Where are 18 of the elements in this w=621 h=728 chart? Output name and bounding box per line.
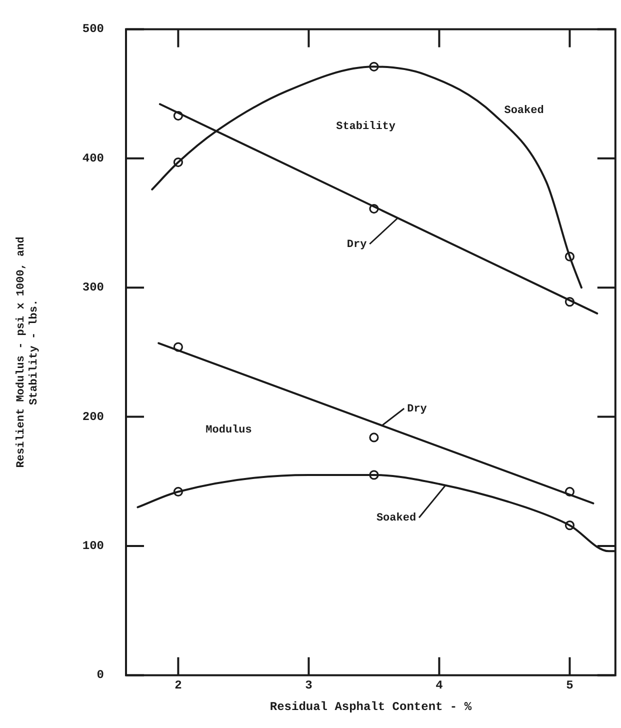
x-tick-label: 3 bbox=[305, 678, 312, 692]
text: Dry bbox=[346, 238, 368, 251]
x-tick-label: 4 bbox=[436, 678, 443, 692]
y-axis-title: Resilient Modulus - psi x 1000, and Stability - lbs. bbox=[15, 236, 41, 468]
y-tick-label: 100 bbox=[82, 539, 104, 554]
series-label: Dry bbox=[407, 403, 428, 416]
x-axis-title: Residual Asphalt Content - % bbox=[270, 700, 472, 714]
x-tick-label: 5 bbox=[566, 678, 574, 692]
annotation: Modulus bbox=[206, 424, 252, 436]
x-tick-label: 2 bbox=[174, 678, 182, 692]
series-label: Soaked bbox=[504, 105, 544, 118]
y-tick-label: 500 bbox=[82, 22, 104, 36]
annotation: Stability bbox=[336, 120, 396, 133]
y-tick-label: 0 bbox=[96, 668, 104, 682]
text: Soaked bbox=[376, 512, 416, 524]
y-tick-label: 200 bbox=[82, 410, 104, 424]
y-tick-label: 300 bbox=[82, 280, 104, 295]
y-tick-label: 400 bbox=[82, 151, 104, 166]
